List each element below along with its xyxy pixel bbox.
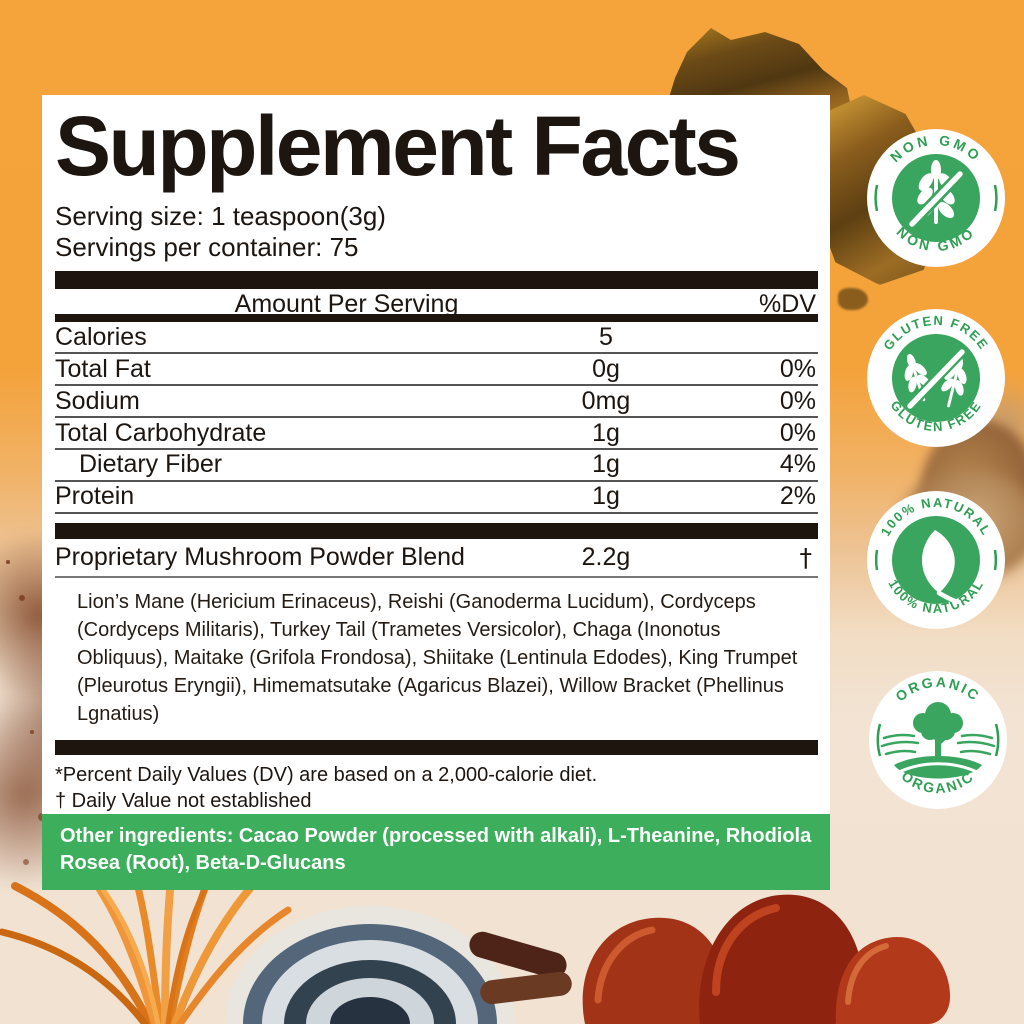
divider-bar	[55, 271, 818, 289]
nutrient-row-dietary-fiber: Dietary Fiber 1g 4%	[55, 450, 818, 482]
gluten-free-badge: GLUTEN FREE GLUTEN FREE	[866, 308, 1006, 448]
reishi-mushrooms	[582, 894, 951, 1024]
organic-tree-icon	[880, 702, 996, 779]
leaf-icon	[921, 530, 962, 605]
nutrient-dv: 2%	[779, 482, 816, 511]
nutrient-row-calories: Calories 5	[55, 322, 818, 355]
natural-100-badge: 100% NATURAL 100% NATURAL	[866, 490, 1006, 630]
nutrient-amount: 0g	[592, 354, 620, 383]
blend-dv-dagger: †	[799, 543, 813, 573]
footnotes: *Percent Daily Values (DV) are based on …	[55, 755, 818, 814]
nutrient-row-sodium: Sodium 0mg 0%	[55, 386, 818, 419]
turkey-tail-mushroom	[225, 906, 515, 1024]
footnote-dagger: † Daily Value not established	[55, 790, 312, 813]
footnote-daily-values: *Percent Daily Values (DV) are based on …	[55, 764, 598, 787]
nutrient-dv: 4%	[779, 450, 816, 479]
cordyceps-strands	[0, 828, 292, 1024]
bottom-mushrooms-photo	[0, 828, 951, 1024]
nutrient-label: Protein	[55, 482, 135, 511]
nutrient-row-total-carbohydrate: Total Carbohydrate 1g 0%	[55, 418, 818, 450]
nutrient-amount: 1g	[592, 482, 620, 511]
no-gmo-plant-icon	[906, 160, 966, 230]
nutrient-dv: 0%	[779, 418, 816, 447]
nutrient-row-protein: Protein 1g 2%	[55, 482, 818, 514]
chaga-crumb	[838, 288, 868, 310]
nutrient-dv: 0%	[779, 354, 816, 383]
nutrient-dv: 0%	[779, 386, 816, 415]
table-header-row: Amount Per Serving %DV	[55, 289, 818, 318]
other-ingredients-banner: Other ingredients: Cacao Powder (process…	[42, 814, 830, 891]
divider-bar	[55, 313, 818, 323]
nutrient-amount: 1g	[592, 450, 620, 479]
servings-per-container: Servings per container: 75	[55, 232, 359, 262]
nutrient-row-total-fat: Total Fat 0g 0%	[55, 354, 818, 387]
nutrient-amount: 5	[599, 322, 613, 351]
organic-badge: ORGANIC ORGANIC	[868, 670, 1008, 810]
nutrient-label: Dietary Fiber	[79, 450, 223, 479]
dried-reishi-sticks	[469, 931, 572, 1005]
nutrient-label: Calories	[55, 322, 147, 351]
cacao-powder-specks	[6, 560, 10, 564]
nutrient-label: Total Fat	[55, 354, 151, 383]
divider-bar	[55, 522, 818, 540]
divider-bar	[55, 740, 818, 756]
nutrient-amount: 1g	[592, 418, 620, 447]
serving-size: Serving size: 1 teaspoon(3g)	[55, 201, 386, 231]
blend-label: Proprietary Mushroom Powder Blend	[55, 543, 465, 572]
no-wheat-icon	[904, 347, 967, 411]
panel-title: Supplement Facts	[55, 99, 741, 193]
nutrient-amount: 0mg	[581, 386, 631, 415]
nutrient-label: Sodium	[55, 386, 140, 415]
proprietary-blend-row: Proprietary Mushroom Powder Blend 2.2g †	[55, 539, 818, 579]
blend-ingredients-text: Lion’s Mane (Hericium Erinaceus), Reishi…	[77, 591, 798, 726]
column-header-amount: Amount Per Serving	[234, 289, 459, 318]
non-gmo-badge: NON GMO NON GMO	[866, 128, 1006, 268]
supplement-facts-panel: Supplement Facts Serving size: 1 teaspoo…	[42, 95, 830, 891]
column-header-dv: %DV	[759, 289, 816, 318]
nutrient-label: Total Carbohydrate	[55, 418, 267, 447]
blend-amount: 2.2g	[581, 543, 631, 572]
